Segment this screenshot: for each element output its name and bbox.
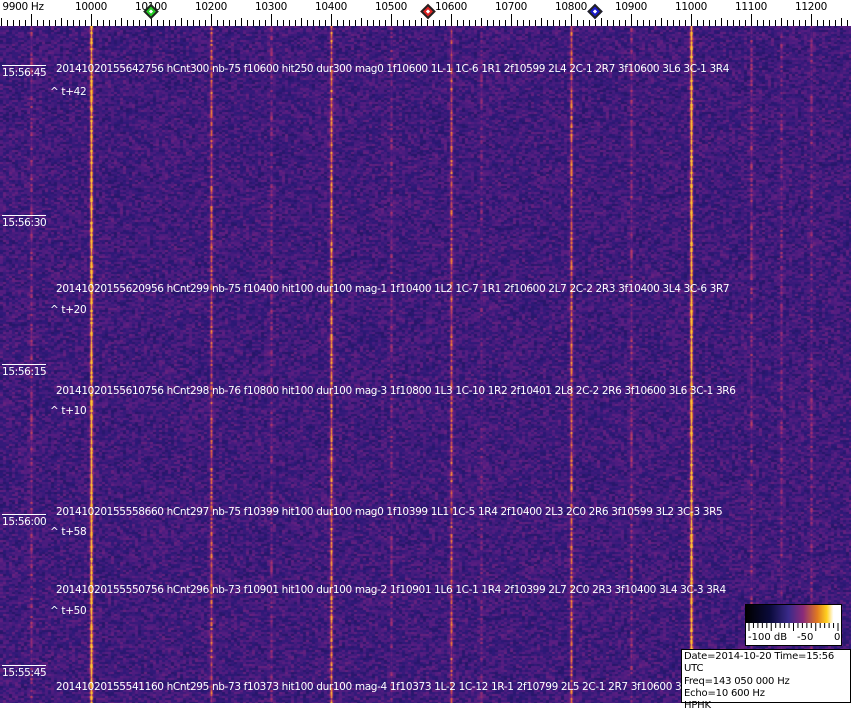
decode-line: 20141020155541160 hCnt295 nb-73 f10373 h… [56, 681, 703, 693]
decode-offset: ^ t+58 [50, 526, 87, 538]
decode-line: 20141020155642756 hCnt300 nb-75 f10600 h… [56, 63, 730, 75]
waterfall-spectrogram[interactable] [0, 26, 851, 703]
colorbar-ticks [748, 623, 839, 631]
decode-offset: ^ t+42 [50, 86, 87, 98]
frequency-axis: 9900 Hz100001010010200103001040010500106… [0, 0, 851, 26]
time-label: 15:56:30 [2, 215, 47, 229]
decode-line: 20141020155550756 hCnt296 nb-73 f10901 h… [56, 584, 726, 596]
axis-tick-label: 11000 [675, 1, 707, 13]
info-freq: Freq=143 050 000 Hz [684, 675, 790, 687]
axis-tick-label: 10800 [555, 1, 587, 13]
axis-tick-label: 10200 [195, 1, 227, 13]
colorbar-label-min: -100 dB [748, 632, 788, 643]
axis-tick-label: 10300 [255, 1, 287, 13]
info-date-time: Date=2014-10-20 Time=15:56 UTC [684, 651, 835, 675]
decode-line: 20141020155558660 hCnt297 nb-75 f10399 h… [56, 506, 723, 518]
colorbar-gradient [746, 605, 841, 623]
time-label: 15:56:15 [2, 364, 47, 378]
axis-tick-label: 10500 [375, 1, 407, 13]
info-echo: Echo=10 600 Hz [684, 687, 765, 699]
axis-tick-label: 10000 [75, 1, 107, 13]
time-label: 15:55:45 [2, 665, 47, 679]
colorbar-legend: -100 dB -50 0 [745, 604, 842, 646]
colorbar-label-max: 0 [834, 632, 841, 643]
axis-tick-label: 11200 [795, 1, 827, 13]
time-label: 15:56:00 [2, 514, 47, 528]
colorbar-label-mid: -50 [797, 632, 814, 643]
time-label: 15:56:45 [2, 65, 47, 79]
axis-tick-label: 10600 [435, 1, 467, 13]
decode-line: 20141020155610756 hCnt298 nb-76 f10800 h… [56, 385, 736, 397]
info-station: HPHK [684, 700, 711, 712]
axis-tick-label: 10700 [495, 1, 527, 13]
axis-tick-label: 9900 Hz [2, 1, 44, 13]
frequency-ticks [1, 14, 848, 26]
info-box: Date=2014-10-20 Time=15:56 UTC Freq=143 … [681, 649, 851, 711]
decode-offset: ^ t+50 [50, 605, 87, 617]
axis-tick-label: 10900 [615, 1, 647, 13]
decode-offset: ^ t+20 [50, 304, 87, 316]
decode-line: 20141020155620956 hCnt299 nb-75 f10400 h… [56, 283, 730, 295]
axis-tick-label: 10400 [315, 1, 347, 13]
decode-offset: ^ t+10 [50, 405, 87, 417]
axis-tick-label: 11100 [735, 1, 767, 13]
